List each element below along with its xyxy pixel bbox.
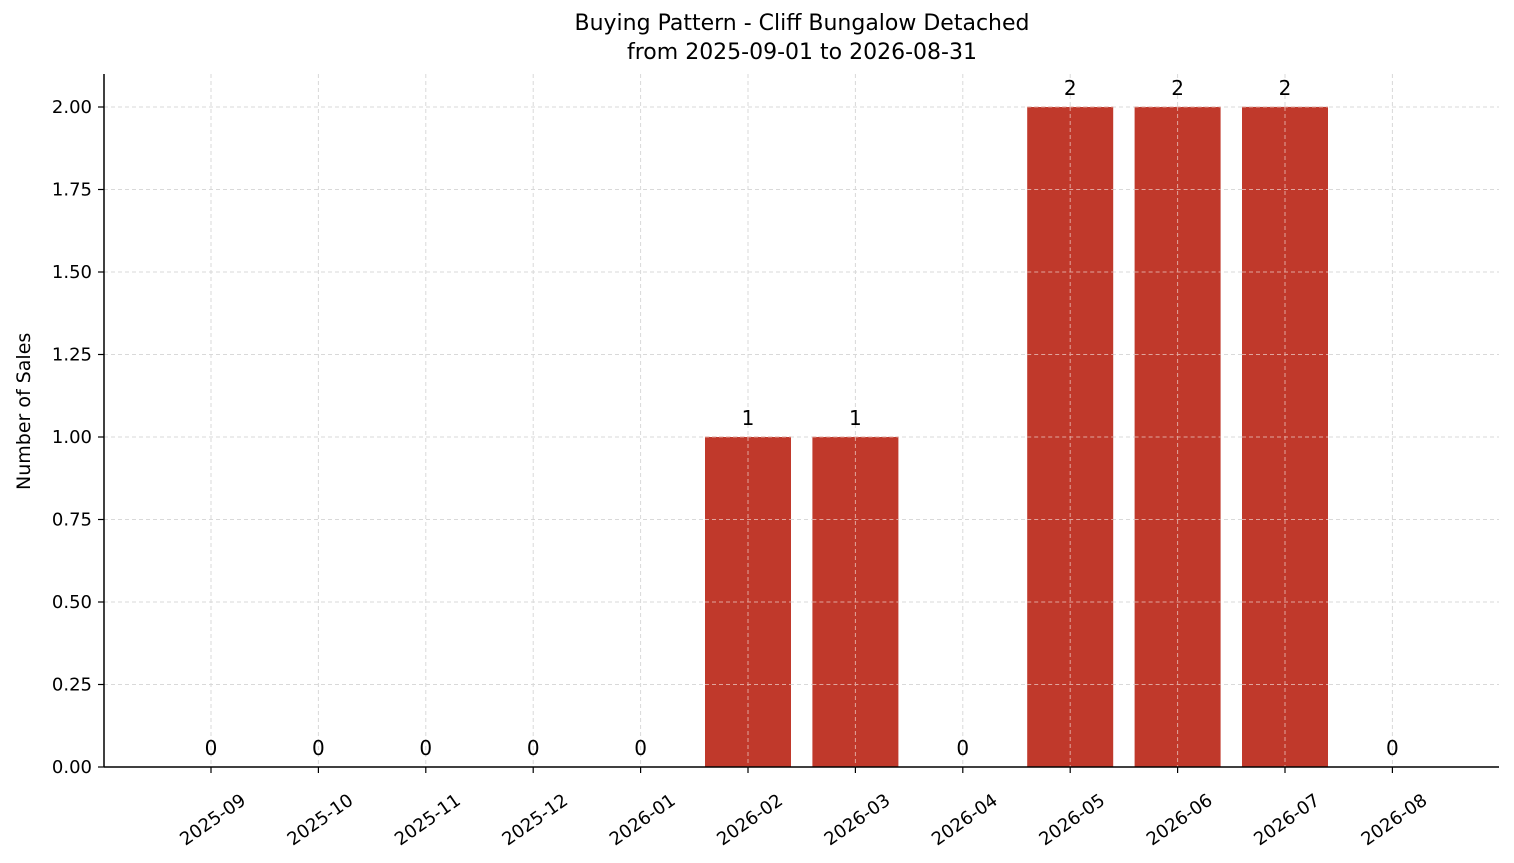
data-label: 0: [205, 736, 218, 760]
x-tick-label: 2026-08: [1358, 790, 1432, 850]
data-label: 0: [312, 736, 325, 760]
data-label: 2: [1064, 76, 1077, 100]
data-label: 0: [527, 736, 540, 760]
x-tick-label: 2025-09: [176, 790, 250, 850]
chart-title: Buying Pattern - Cliff Bungalow Detached: [574, 11, 1030, 36]
x-tick-label: 2026-02: [713, 790, 787, 850]
y-tick-label: 0.00: [52, 757, 92, 778]
data-label: 0: [1386, 736, 1399, 760]
x-tick-label: 2025-11: [391, 790, 465, 850]
data-label: 0: [956, 736, 969, 760]
x-tick-label: 2025-12: [498, 790, 572, 850]
data-label: 1: [849, 406, 862, 430]
y-tick-label: 1.00: [52, 427, 92, 448]
x-tick-label: 2026-07: [1250, 790, 1324, 850]
x-tick-label: 2026-06: [1143, 790, 1217, 850]
y-tick-label: 1.25: [52, 345, 92, 366]
data-label: 2: [1171, 76, 1184, 100]
data-label: 2: [1279, 76, 1292, 100]
y-tick-label: 1.50: [52, 262, 92, 283]
y-tick-label: 0.25: [52, 675, 92, 696]
chart-subtitle: from 2025-09-01 to 2026-08-31: [627, 40, 977, 65]
x-tick-label: 2026-01: [606, 790, 680, 850]
data-label: 0: [634, 736, 647, 760]
data-label: 1: [742, 406, 755, 430]
x-tick-label: 2026-04: [928, 790, 1002, 850]
x-tick-label: 2026-05: [1035, 790, 1109, 850]
y-tick-label: 1.75: [52, 180, 92, 201]
x-tick-label: 2026-03: [821, 790, 895, 850]
x-tick-label: 2025-10: [284, 790, 358, 850]
y-tick-label: 2.00: [52, 97, 92, 118]
y-tick-label: 0.50: [52, 592, 92, 613]
data-label: 0: [419, 736, 432, 760]
y-tick-label: 0.75: [52, 510, 92, 531]
